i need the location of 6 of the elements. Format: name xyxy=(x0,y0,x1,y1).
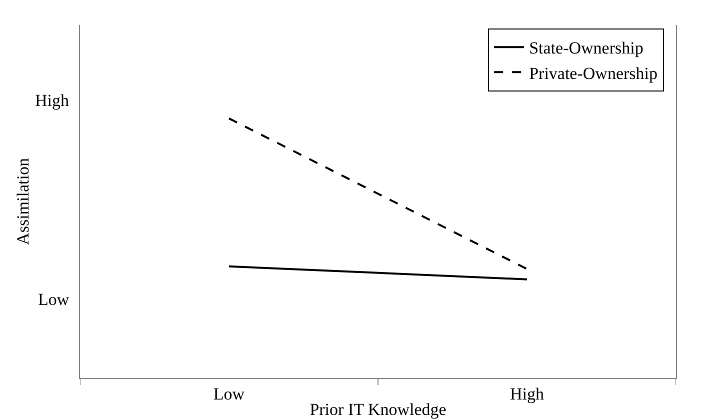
y-axis-title: Assimilation xyxy=(14,158,33,245)
legend-label: State-Ownership xyxy=(529,38,644,58)
legend-label: Private-Ownership xyxy=(529,64,658,83)
x-axis-title: Prior IT Knowledge xyxy=(310,400,446,419)
text: High xyxy=(35,91,70,110)
text: Low xyxy=(38,290,70,309)
